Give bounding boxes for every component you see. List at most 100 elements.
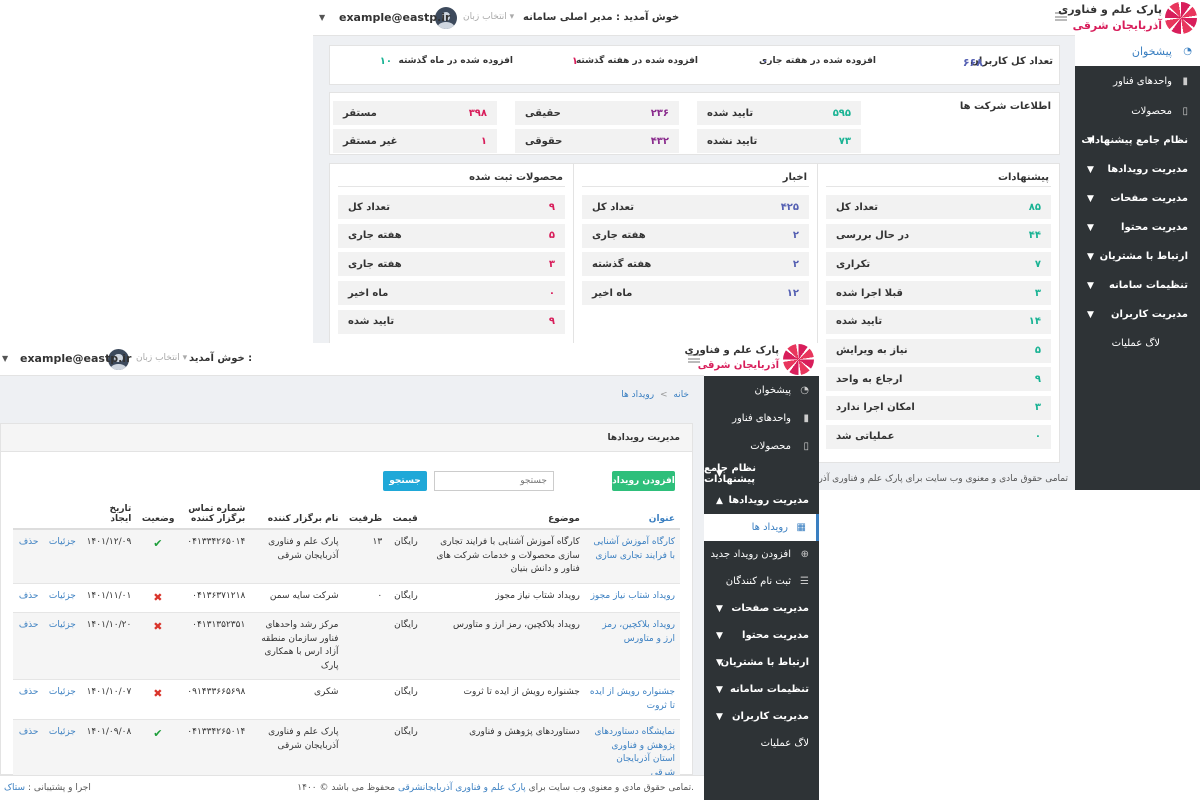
- event-capacity: [343, 612, 388, 680]
- event-date: ۱۴۰۱/۱۱/۰۱: [80, 583, 137, 613]
- event-title-link[interactable]: رویداد بلاکچین، رمز ارز و متاورس: [584, 612, 680, 680]
- sidebar-label: افزودن رویداد جدید: [710, 549, 791, 560]
- event-title-link[interactable]: رویداد شتاب نیاز مجوز: [584, 583, 680, 613]
- stat-value: ۸۵: [1028, 201, 1041, 213]
- sidebar-subitem-add-event[interactable]: ⊕ افزودن رویداد جدید: [704, 541, 819, 568]
- stat-value: ۵: [548, 230, 555, 242]
- details-link[interactable]: جزئیات: [43, 529, 81, 584]
- menu-toggle-icon[interactable]: [688, 354, 700, 363]
- stat-label: حقوقی: [525, 135, 563, 147]
- table-row: جشنواره رویش از ایده تا ثروت جشنواره رویش…: [13, 679, 680, 720]
- sidebar-item-suggestions[interactable]: ▼ نظام جامع پیشنهادات: [704, 460, 819, 487]
- suggestions-stat-row: تعداد کل ۸۵: [826, 195, 1051, 219]
- brand-logo: پارک علم و فناوری آذربایجان شرقی: [685, 343, 819, 376]
- events-table: عنوان موضوع قیمت ظرفیت نام برگزار کننده …: [13, 500, 680, 800]
- sidebar-item-dashboard[interactable]: ◔ پیشخوان: [704, 376, 819, 404]
- sidebar-label: پیشخوان: [1131, 44, 1172, 58]
- user-dropdown-icon[interactable]: ▼: [2, 354, 9, 363]
- brand-line1: پارک علم و فناوری: [684, 345, 779, 356]
- sidebar-item-products[interactable]: ▯ محصولات: [704, 432, 819, 460]
- user-email[interactable]: example@eastp.ir: [339, 11, 451, 24]
- chevron-down-icon: ▼: [1087, 222, 1094, 233]
- search-input[interactable]: [434, 471, 554, 491]
- event-title-link[interactable]: جشنواره رویش از ایده تا ثروت: [584, 679, 680, 720]
- sidebar-subitem-registrants[interactable]: ☰ ثبت نام کنندگان: [704, 568, 819, 595]
- sidebar-item-logs[interactable]: لاگ عملیات: [1075, 329, 1200, 358]
- event-status: ✔: [136, 529, 180, 584]
- support-link[interactable]: ستاک: [4, 783, 26, 793]
- events-table-wrap: عنوان موضوع قیمت ظرفیت نام برگزار کننده …: [13, 500, 680, 800]
- language-select[interactable]: انتخاب زبان ▾: [463, 12, 515, 22]
- stat-value: ۲: [792, 230, 799, 242]
- footer-link[interactable]: پارک علم و فناوری آذربایجانشرقی: [397, 783, 526, 793]
- user-email[interactable]: example@eastp.ir: [20, 352, 132, 365]
- sidebar-subitem-events[interactable]: ▦ رویداد ها: [704, 514, 819, 541]
- event-organizer: مرکز رشد واحدهای فناور سازمان منطقه آزاد…: [250, 612, 344, 680]
- delete-link[interactable]: حذف: [13, 612, 44, 680]
- sidebar-item-users[interactable]: ▼ مدیریت کاربران: [704, 703, 819, 730]
- brand-line2: آذربایجان شرقی: [697, 360, 779, 371]
- avatar[interactable]: [435, 7, 457, 29]
- details-link[interactable]: جزئیات: [43, 583, 81, 613]
- clipboard-icon: ▯: [803, 440, 809, 452]
- building-icon: ▮: [803, 412, 809, 424]
- panel-header: مدیریت رویدادها: [1, 424, 692, 452]
- sidebar-label: پیشخوان: [754, 384, 791, 396]
- breadcrumb-home[interactable]: خانه: [673, 390, 689, 400]
- avatar[interactable]: [108, 349, 129, 370]
- sidebar-item-customers[interactable]: ▼ ارتباط با مشتریان: [1075, 242, 1200, 271]
- delete-link[interactable]: حذف: [13, 679, 44, 720]
- events-panel: مدیریت رویدادها افزودن رویداد جستجو عنوا…: [0, 423, 693, 800]
- event-phone: ۰۹۱۴۳۳۶۶۵۶۹۸: [179, 679, 251, 720]
- sidebar-label: مدیریت محتوا: [1121, 222, 1188, 233]
- col-capacity: ظرفیت: [343, 500, 388, 530]
- sidebar: پارک علم و فناوری آذربایجان شرقی ◔ پیشخو…: [1058, 0, 1200, 490]
- logo-mark-icon: [1165, 2, 1197, 34]
- details-link[interactable]: جزئیات: [43, 679, 81, 720]
- sidebar-item-users[interactable]: ▼ مدیریت کاربران: [1075, 300, 1200, 329]
- sidebar-item-logs[interactable]: لاگ عملیات: [704, 730, 819, 757]
- sidebar-item-content[interactable]: ▼ مدیریت محتوا: [1075, 213, 1200, 242]
- suggestions-stat-row: نیاز به ویرایش ۵: [826, 338, 1051, 363]
- col-title[interactable]: عنوان: [584, 500, 680, 530]
- sidebar-item-suggestions[interactable]: ▼ نظام جامع پیشنهادات: [1075, 126, 1200, 155]
- dashboard-window: خوش آمدید : مدیر اصلی سامانه انتخاب زبان…: [313, 0, 1200, 490]
- stat-value: ۳: [548, 258, 555, 270]
- sidebar-item-pages[interactable]: ▼ مدیریت صفحات: [704, 595, 819, 622]
- footer-copyright-pre: ۱۴۰۰ © تمامی حقوق مادی و معنوی وب سایت ب…: [297, 783, 692, 793]
- sidebar-item-content[interactable]: ▼ مدیریت محتوا: [704, 622, 819, 649]
- menu-toggle-icon[interactable]: [1055, 12, 1067, 21]
- sidebar-item-settings[interactable]: ▼ تنظیمات سامانه: [704, 676, 819, 703]
- company-stat: حقوقی ۴۳۲: [515, 129, 679, 153]
- stat-label: ماه اخیر: [348, 287, 389, 299]
- sidebar-label: مدیریت کاربران: [731, 711, 809, 722]
- footer-support-label: اجرا و پشتیبانی :: [27, 783, 91, 793]
- delete-link[interactable]: حذف: [13, 583, 44, 613]
- user-dropdown-icon[interactable]: ▼: [319, 13, 326, 22]
- sidebar-item-dashboard[interactable]: ◔ پیشخوان: [1075, 36, 1200, 66]
- sidebar-item-pages[interactable]: ▼ مدیریت صفحات: [1075, 184, 1200, 213]
- sidebar-label: لاگ عملیات: [760, 738, 809, 749]
- details-link[interactable]: جزئیات: [43, 612, 81, 680]
- sidebar-item-units[interactable]: ▮ واحدهای فناور: [1075, 66, 1200, 96]
- sidebar-item-units[interactable]: ▮ واحدهای فناور: [704, 404, 819, 432]
- news-title: اخبار: [782, 172, 807, 183]
- suggestions-stat-row: تایید شده ۱۴: [826, 309, 1051, 334]
- search-button[interactable]: جستجو: [383, 471, 427, 491]
- chevron-down-icon: ▼: [716, 684, 723, 695]
- sidebar-item-products[interactable]: ▯ محصولات: [1075, 96, 1200, 126]
- language-select[interactable]: انتخاب زبان ▾: [136, 353, 188, 363]
- event-title-link[interactable]: کارگاه آموزش آشنایی با فرایند تجاری سازی: [584, 529, 680, 584]
- event-organizer: شرکت سایه سمن: [250, 583, 344, 613]
- add-event-button[interactable]: افزودن رویداد: [612, 471, 675, 491]
- cross-icon: ✖: [153, 620, 163, 633]
- sidebar-item-customers[interactable]: ▼ ارتباط با مشتریان: [704, 649, 819, 676]
- sidebar-item-settings[interactable]: ▼ تنظیمات سامانه: [1075, 271, 1200, 300]
- sidebar-label: نظام جامع پیشنهادات: [704, 462, 757, 485]
- sidebar-item-events[interactable]: ▼ مدیریت رویدادها: [1075, 155, 1200, 184]
- delete-link[interactable]: حذف: [13, 529, 44, 584]
- breadcrumb-current[interactable]: رویداد ها: [621, 390, 655, 400]
- sidebar-label: واحدهای فناور: [732, 412, 791, 424]
- sidebar-item-events[interactable]: ▲ مدیریت رویدادها: [704, 487, 819, 514]
- users-total-label: تعداد کل کاربران: [970, 56, 1053, 67]
